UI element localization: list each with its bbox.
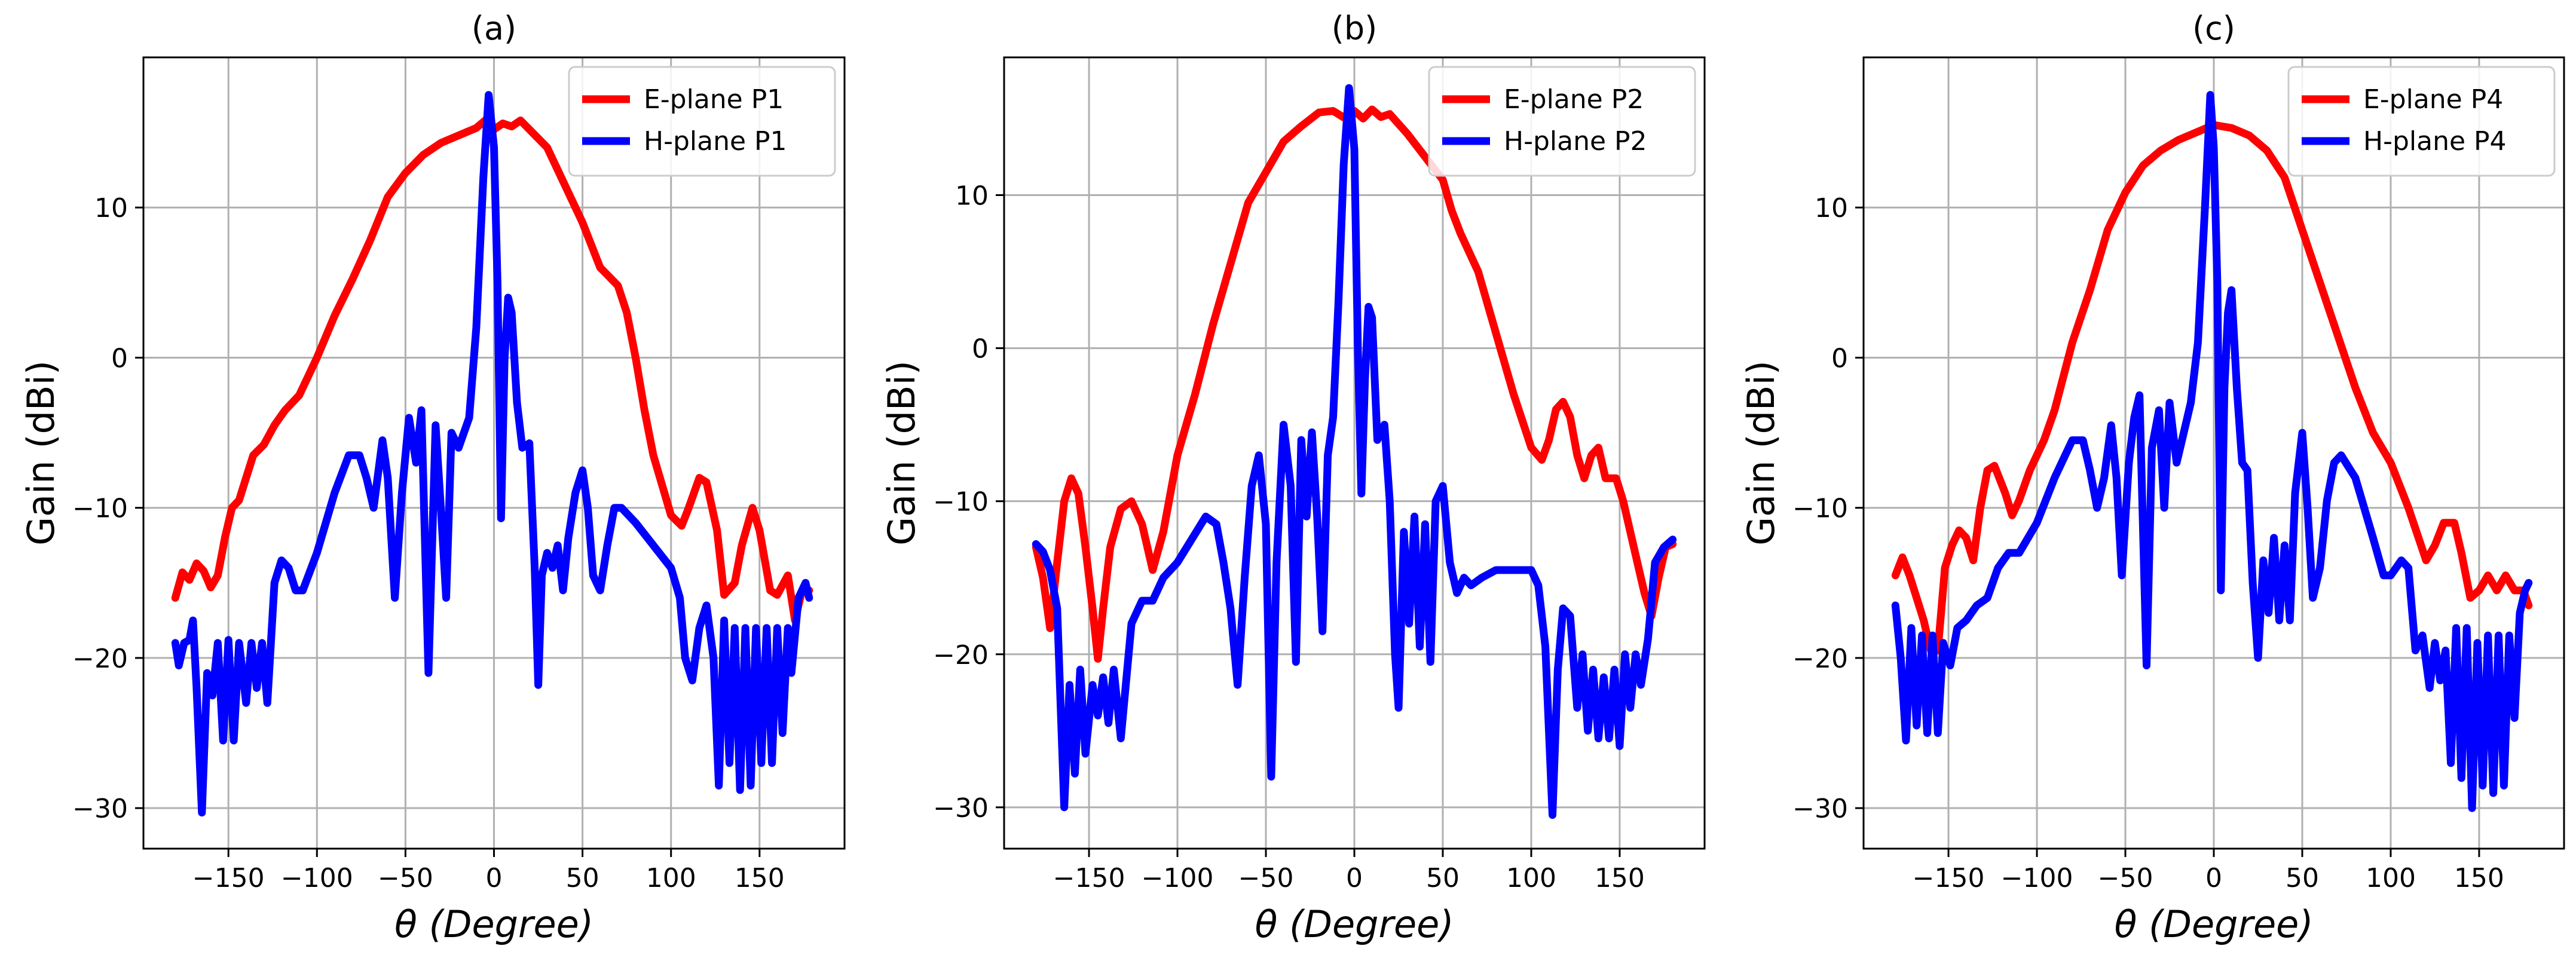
legend-box — [1428, 66, 1696, 177]
series-line-e-plane-p1 — [171, 117, 813, 625]
y-tick-label: 10 — [1815, 193, 1848, 224]
x-tick-label: −150 — [1053, 863, 1125, 893]
x-tick-label: 50 — [1426, 863, 1460, 893]
legend-label: E-plane P1 — [644, 84, 784, 115]
y-tick-label: −30 — [933, 793, 989, 824]
y-tick-label: −30 — [72, 794, 128, 824]
y-tick-label: 10 — [955, 180, 989, 211]
y-axis-label: Gain (dBi) — [19, 360, 63, 546]
x-tick-label: 50 — [2286, 863, 2319, 893]
legend-box — [568, 66, 836, 177]
legend-label: H-plane P2 — [1504, 126, 1647, 157]
x-tick-label: −150 — [1913, 863, 1985, 893]
x-tick-label: −150 — [192, 863, 265, 893]
y-axis-label: Gain (dBi) — [1739, 360, 1783, 546]
x-tick-label: −100 — [2001, 863, 2073, 893]
y-tick-label: −10 — [933, 487, 989, 518]
x-tick-label: 0 — [1346, 863, 1363, 893]
x-tick-label: −50 — [1238, 863, 1294, 893]
legend-label: E-plane P2 — [1504, 84, 1644, 115]
legend: E-plane P2 H-plane P2 — [1428, 66, 1696, 177]
series-line-h-plane-p2 — [1032, 84, 1677, 819]
x-axis-label: θ (Degree) — [1255, 902, 1454, 946]
series-line-e-plane-p4 — [1891, 121, 2533, 654]
x-tick-label: −100 — [1142, 863, 1214, 893]
legend: E-plane P4 H-plane P4 — [2287, 66, 2556, 177]
x-tick-label: −100 — [281, 863, 353, 893]
x-tick-label: 0 — [2205, 863, 2222, 893]
x-tick-label: 50 — [566, 863, 599, 893]
legend-box — [2287, 66, 2556, 177]
series-line-e-plane-p2 — [1032, 105, 1677, 663]
legend-label: H-plane P4 — [2363, 126, 2507, 157]
y-tick-label: −30 — [1792, 794, 1848, 824]
series-line-h-plane-p4 — [1891, 91, 2533, 812]
y-tick-label: −20 — [1792, 644, 1848, 674]
x-tick-label: 150 — [735, 863, 785, 893]
y-tick-label: −10 — [1792, 494, 1848, 524]
x-tick-label: 100 — [2366, 863, 2416, 893]
x-axis-label: θ (Degree) — [2114, 902, 2313, 946]
y-tick-label: 0 — [1831, 343, 1848, 374]
y-tick-label: 0 — [972, 334, 989, 365]
x-tick-label: 100 — [1506, 863, 1556, 893]
x-tick-label: 0 — [486, 863, 503, 893]
series-line-h-plane-p1 — [171, 91, 813, 817]
y-tick-label: −20 — [72, 644, 128, 674]
x-tick-label: 150 — [2454, 863, 2504, 893]
x-tick-label: 150 — [1595, 863, 1645, 893]
y-tick-label: 0 — [111, 343, 128, 374]
chart-title: (a) — [472, 10, 516, 47]
y-tick-label: 10 — [94, 193, 128, 224]
x-axis-label: θ (Degree) — [394, 902, 593, 946]
y-tick-label: −10 — [72, 494, 128, 524]
legend: E-plane P1 H-plane P1 — [568, 66, 836, 177]
x-tick-label: 100 — [646, 863, 696, 893]
y-tick-label: −20 — [933, 640, 989, 671]
legend-label: H-plane P1 — [644, 126, 787, 157]
y-axis-label: Gain (dBi) — [880, 360, 923, 546]
x-tick-label: −50 — [378, 863, 433, 893]
chart-title: (b) — [1332, 10, 1377, 47]
legend-label: E-plane P4 — [2363, 84, 2503, 115]
chart-title: (c) — [2192, 10, 2235, 47]
x-tick-label: −50 — [2098, 863, 2153, 893]
